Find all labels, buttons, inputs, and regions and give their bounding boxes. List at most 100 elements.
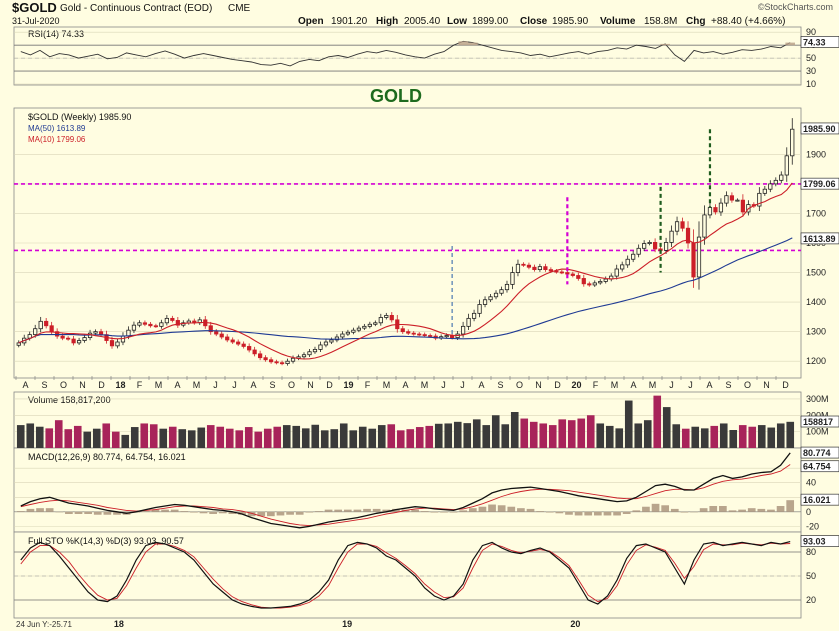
sto-tick-label: 80 — [806, 547, 816, 557]
candle-body — [362, 325, 367, 329]
volume-bar — [776, 423, 785, 448]
rsi-tick-label: 50 — [806, 53, 816, 63]
candle-body — [389, 315, 394, 321]
volume-value: 158.8M — [644, 16, 677, 27]
volume-bar — [596, 423, 605, 448]
macd-histogram-bar — [565, 511, 573, 515]
candle-body — [461, 325, 466, 335]
price-x-label: J — [460, 380, 465, 390]
candle-body — [724, 195, 729, 204]
macd-histogram-bar — [545, 511, 554, 513]
price-x-label: D — [782, 380, 789, 390]
volume-bar — [377, 425, 386, 448]
macd-histogram-bar — [286, 511, 294, 515]
price-tick-label: 1200 — [806, 356, 826, 366]
chg-value: +88.40 (+4.66%) — [711, 16, 786, 27]
candle-body — [285, 360, 290, 364]
price-x-label: D — [554, 380, 561, 390]
candle-body — [137, 322, 142, 326]
candle-body — [131, 324, 137, 331]
rsi-chart: 907050301074.33 — [14, 27, 839, 89]
volume-bar — [757, 425, 766, 448]
volume-bar — [292, 425, 301, 448]
candle-body — [71, 338, 76, 344]
candle-body — [663, 242, 669, 251]
candle-body — [159, 322, 164, 327]
volume-bar — [700, 428, 709, 448]
candle-body — [482, 299, 488, 305]
candle-body — [44, 320, 49, 327]
price-x-label: J — [688, 380, 693, 390]
rsi-tick-label: 90 — [806, 27, 816, 37]
volume-bar — [111, 431, 120, 448]
macd-histogram-bar — [555, 511, 564, 514]
volume-bar — [339, 423, 348, 448]
candle-body — [576, 275, 581, 279]
rsi-panel — [13, 26, 802, 86]
macd-histogram-bar — [238, 511, 246, 515]
candle-body — [620, 264, 625, 270]
macd-histogram-bar — [767, 509, 775, 512]
sto-legend: Full STO %K(14,3) %D(3) 93.03, 90.57 — [28, 536, 184, 546]
macd-tick-label: -20 — [806, 521, 819, 531]
candle-body — [444, 335, 449, 338]
candle-body — [312, 348, 318, 353]
price-x-label: A — [250, 380, 256, 390]
candle-body — [768, 183, 773, 190]
low-value: 1899.00 — [472, 16, 509, 27]
volume-bar — [710, 425, 719, 448]
rsi-tick-label: 30 — [806, 66, 816, 76]
exchange: CME — [228, 3, 251, 14]
volume-bar — [102, 423, 111, 448]
rsi-overbought-fill — [458, 41, 469, 46]
sto-k-line — [20, 541, 791, 609]
macd-histogram-bar — [324, 509, 333, 512]
candle-body — [653, 242, 658, 250]
macd-histogram-bar — [267, 511, 275, 517]
rsi-legend: RSI(14) 74.33 — [28, 29, 84, 39]
candle-body — [674, 221, 680, 232]
candle-body — [55, 331, 60, 337]
volume-label: Volume — [600, 16, 636, 27]
candle-body — [471, 312, 477, 319]
volume-bar — [567, 420, 576, 448]
price-tick-label: 1500 — [806, 268, 826, 278]
candle-body — [230, 339, 235, 343]
candle-body — [164, 317, 169, 324]
candle-body — [115, 341, 120, 347]
macd-histogram-bar — [26, 508, 35, 512]
candle-body — [334, 336, 340, 341]
macd-tick-label: 0 — [806, 507, 811, 517]
candle-body — [60, 335, 65, 339]
candle-body — [784, 155, 789, 176]
macd-histogram-bar — [84, 511, 92, 514]
volume-bar — [653, 395, 662, 448]
volume-bar — [396, 430, 405, 448]
price-tick-label: 1900 — [806, 149, 826, 159]
candle-body — [307, 351, 312, 356]
macd-histogram-bar — [738, 509, 746, 512]
candle-body — [488, 296, 493, 301]
ma50-line — [18, 237, 793, 344]
candle-body — [345, 331, 350, 335]
macd-histogram-bar — [776, 506, 785, 512]
volume-bar — [225, 428, 234, 448]
candle-body — [504, 283, 510, 291]
candle-body — [510, 272, 515, 285]
macd-histogram-bar — [392, 508, 400, 512]
macd-signal-line — [20, 464, 791, 527]
candle-body — [636, 247, 641, 255]
sto-d-line — [20, 542, 791, 609]
macd-histogram-bar — [113, 511, 121, 515]
volume-bar — [83, 431, 92, 448]
volume-bar — [529, 421, 538, 448]
macd-line — [20, 452, 791, 529]
candle-body — [669, 230, 674, 243]
volume-tick-label: 100M — [806, 427, 829, 437]
volume-bar — [387, 424, 396, 448]
candle-body — [290, 357, 296, 362]
volume-bar — [406, 429, 415, 448]
candle-body — [773, 179, 778, 185]
candle-body — [521, 263, 526, 266]
symbol: $GOLD — [12, 0, 57, 15]
